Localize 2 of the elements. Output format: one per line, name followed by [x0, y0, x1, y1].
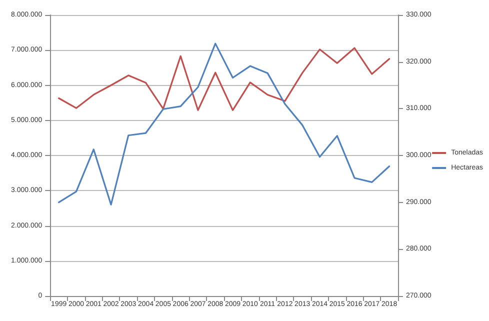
line-series — [58, 42, 390, 206]
line-series — [58, 47, 390, 111]
